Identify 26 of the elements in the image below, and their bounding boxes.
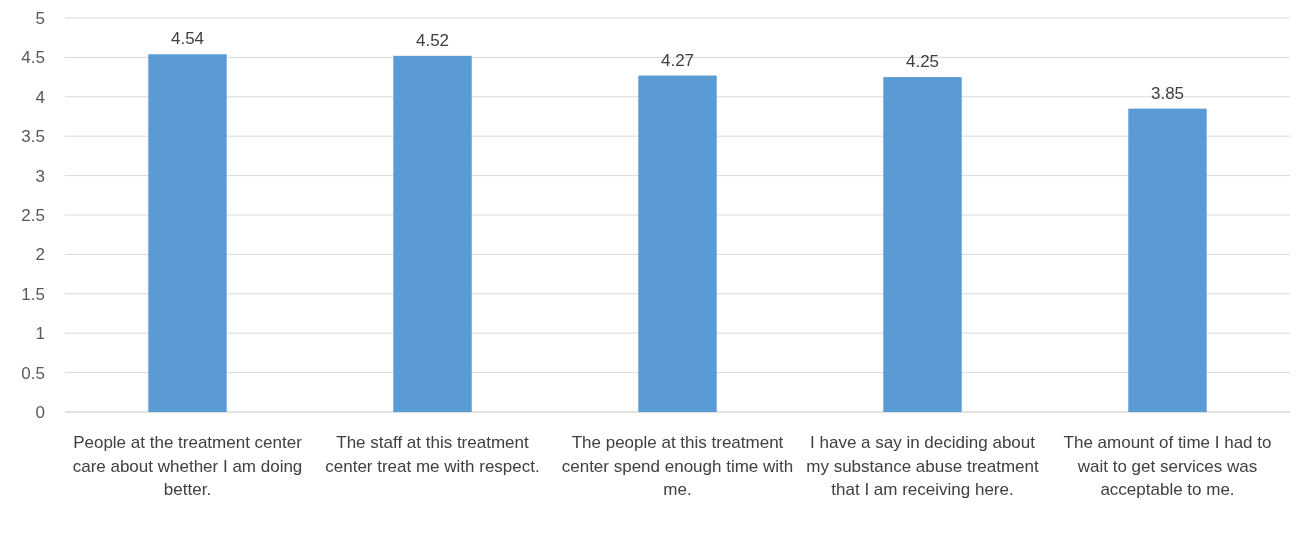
y-tick-label: 4.5 [21, 48, 45, 68]
x-tick-label: The people at this treatment center spend enough time with me. [561, 433, 794, 499]
y-tick-label: 2 [35, 245, 45, 265]
data-label: 4.27 [660, 50, 695, 70]
y-tick-label: 3 [35, 166, 45, 186]
bar [1128, 108, 1207, 412]
y-tick-label: 4 [35, 87, 45, 107]
y-tick-label: 1.5 [21, 284, 45, 304]
x-tick-label: The staff at this treatment center treat me with respect. [325, 433, 540, 476]
y-tick-label: 0.5 [21, 363, 45, 383]
x-tick-label: I have a say in deciding about my substance abuse treatment that I am receiving here. [806, 433, 1039, 499]
bar [883, 77, 962, 412]
y-tick-label: 3.5 [21, 127, 45, 147]
x-tick-label: The amount of time I had to wait to get services was acceptable to me. [1063, 433, 1272, 499]
data-label: 4.25 [905, 52, 940, 72]
y-tick-label: 5 [35, 8, 45, 28]
y-tick-label: 2.5 [21, 205, 45, 225]
data-label: 3.85 [1150, 83, 1185, 103]
y-tick-label: 1 [35, 324, 45, 344]
bar [638, 75, 717, 412]
x-tick-label: People at the treatment center care about whether I am doing better. [72, 433, 303, 499]
bar [393, 55, 472, 412]
data-label: 4.54 [170, 29, 205, 49]
data-label: 4.52 [415, 30, 450, 50]
y-tick-label: 0 [35, 402, 45, 422]
bar [148, 54, 227, 412]
